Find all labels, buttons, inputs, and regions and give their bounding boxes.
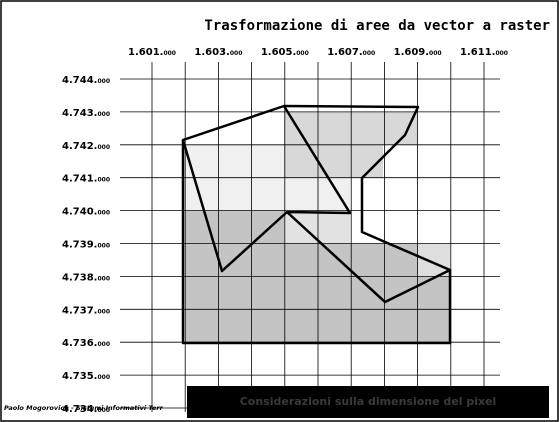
cell (185, 211, 284, 343)
polygon (181, 140, 452, 345)
coord-main: 4.739. (62, 240, 97, 251)
labels: 1.601.000 1.603.000 1.605.000 1.607.000 1.60… (62, 47, 508, 415)
coord-label: 4.743.000 (62, 108, 110, 119)
coord-main: 1.603. (194, 47, 229, 58)
coord-small: 000 (97, 111, 110, 118)
coord-label: 1.605.000 (261, 47, 309, 58)
coord-small: 000 (97, 407, 110, 414)
coord-main: 4.742. (62, 141, 97, 152)
polygon (283, 104, 452, 304)
coord-label: 4.738.000 (62, 272, 110, 283)
coord-small: 000 (97, 210, 110, 217)
cell (284, 178, 350, 211)
coord-main: 1.607. (327, 47, 362, 58)
coord-small: 000 (97, 177, 110, 184)
coord-small: 000 (97, 275, 110, 282)
caption: Considerazioni sulla dimensione del pixe… (240, 395, 497, 408)
coord-label: 4.739.000 (62, 240, 110, 251)
caption-box (187, 386, 549, 418)
coord-label: 1.609.000 (394, 47, 442, 58)
coord-main: 4.741. (62, 174, 97, 185)
coord-main: 4.740. (62, 207, 97, 218)
coord-small: 000 (97, 341, 110, 348)
coord-label: 1.601.000 (128, 47, 176, 58)
coord-main: 4.736. (62, 338, 97, 349)
coord-label: 4.742.000 (62, 141, 110, 152)
coord-small: 000 (97, 308, 110, 315)
coord-label: 4.740.000 (62, 207, 110, 218)
coord-main: 4.735. (62, 371, 97, 382)
coord-main: 4.737. (62, 305, 97, 316)
coord-main: 4.734. (62, 404, 97, 415)
coord-main: 1.601. (128, 47, 163, 58)
coord-small: 000 (163, 50, 176, 57)
coord-label: 4.741.000 (62, 174, 110, 185)
coord-small: 000 (97, 78, 110, 85)
coord-small: 000 (97, 374, 110, 381)
vector-polygons (181, 104, 452, 345)
coord-small: 000 (495, 50, 508, 57)
coord-small: 000 (97, 144, 110, 151)
coord-main: 1.609. (394, 47, 429, 58)
polygon (181, 104, 352, 273)
footer: Paolo Mogorovich - Sistemi Informativi T… (4, 404, 164, 412)
coord-label: 4.735.000 (62, 371, 110, 382)
coord-label: 4.736.000 (62, 338, 110, 349)
coord-main: 4.738. (62, 272, 97, 283)
coord-main: 4.744. (62, 75, 97, 86)
coord-small: 000 (363, 50, 376, 57)
coord-main: 4.743. (62, 108, 97, 119)
coord-label: 4.737.000 (62, 305, 110, 316)
cell (284, 112, 417, 145)
coord-small: 000 (230, 50, 243, 57)
cell (417, 277, 450, 343)
coord-label: 1.603.000 (194, 47, 242, 58)
title: Trasformazione di aree da vector a raste… (204, 18, 550, 34)
coord-main: 1.605. (261, 47, 296, 58)
coord-small: 000 (296, 50, 309, 57)
coord-label: 4.734.000 (62, 404, 110, 415)
coord-label: 1.607.000 (327, 47, 375, 58)
coord-small: 000 (97, 243, 110, 250)
coord-small: 000 (429, 50, 442, 57)
coord-main: 1.611. (460, 47, 495, 58)
coord-label: 4.744.000 (62, 75, 110, 86)
coord-label: 1.611.000 (460, 47, 508, 58)
cell (284, 244, 417, 343)
